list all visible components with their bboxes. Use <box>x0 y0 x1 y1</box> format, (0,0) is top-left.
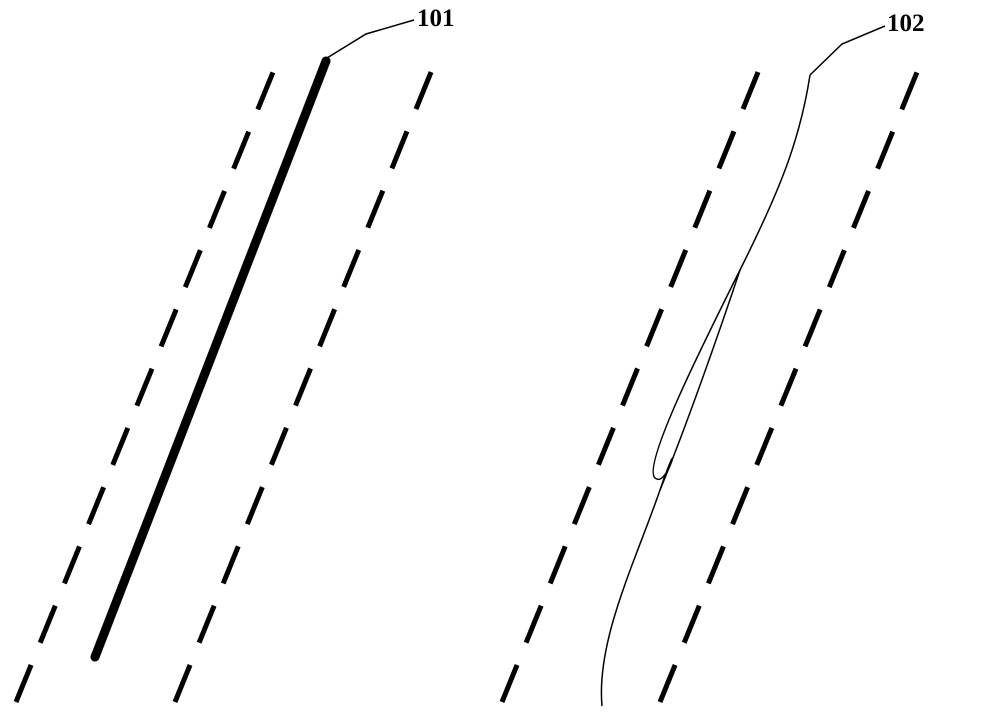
left-dash-right <box>175 55 438 702</box>
right-dash-left <box>502 55 765 702</box>
right-leader-line <box>810 26 885 75</box>
left-dash-left <box>16 55 280 702</box>
right-curve <box>601 75 810 706</box>
diagram-canvas: 101 102 <box>0 0 1000 727</box>
label-102: 102 <box>887 10 925 38</box>
right-loop-extra <box>660 270 740 490</box>
left-solid-line <box>95 61 326 657</box>
diagram-svg <box>0 0 1000 727</box>
left-leader-line <box>327 20 414 58</box>
label-101: 101 <box>417 5 455 33</box>
